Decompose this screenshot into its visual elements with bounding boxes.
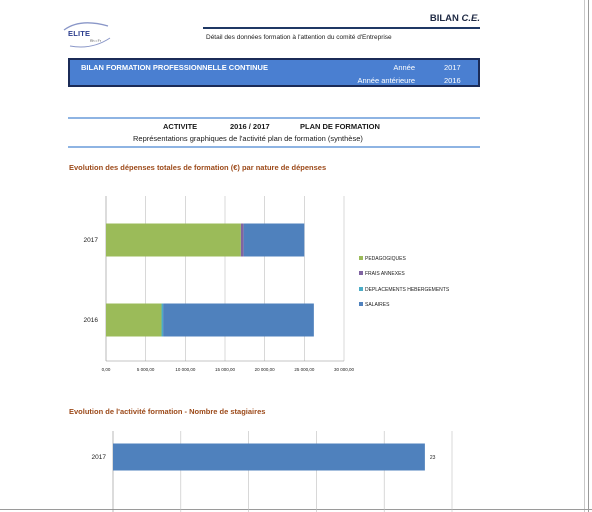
expenses-legend-label: PEDAGOGIQUES [365,256,407,262]
expenses-x-tick-label: 5 000,00 [137,367,155,372]
expenses-category-label: 2016 [84,317,99,324]
expenses-x-tick-label: 20 000,00 [255,367,276,372]
document-title-main: BILAN [429,13,459,24]
previous-year-value: 2016 [444,76,461,85]
banner-title: BILAN FORMATION PROFESSIONNELLE CONTINUE [81,63,268,72]
expenses-bar-segment [106,223,241,257]
trainees-chart-title: Evolution de l'activité formation - Nomb… [69,407,266,416]
logo-swoosh-icon [63,22,111,48]
expenses-x-tick-label: 15 000,00 [215,367,236,372]
expenses-legend-swatch [359,271,363,275]
expenses-bar-segment [240,223,244,257]
activity-subtitle: Représentations graphiques de l'activité… [133,134,363,143]
activity-rule-bottom [68,146,480,148]
activity-years: 2016 / 2017 [230,122,270,131]
trainees-data-label: 23 [430,455,436,461]
expenses-x-tick-label: 0,00 [102,367,111,372]
expenses-x-tick-label: 30 000,00 [334,367,355,372]
page-bottom-edge [0,509,592,510]
expenses-bar-segment [243,223,305,257]
previous-year-label: Année antérieure [357,76,415,85]
activity-label: ACTIVITE [163,122,198,131]
document-title-abbrev: C.E. [461,13,480,24]
expenses-legend-swatch [359,302,363,306]
page-edge [584,0,585,512]
expenses-legend-swatch [359,256,363,260]
year-label: Année [393,63,415,72]
trainees-bar [113,443,425,471]
page-edge-shadow [588,0,589,512]
expenses-category-label: 2017 [84,237,99,244]
summary-banner: BILAN FORMATION PROFESSIONNELLE CONTINUE… [68,58,480,87]
expenses-x-tick-label: 10 000,00 [175,367,196,372]
logo-subtext: Rh • Fr [90,39,101,43]
header-rule [203,27,480,29]
document-title: BILAN C.E. [430,13,480,24]
activity-plan-label: PLAN DE FORMATION [300,122,380,131]
expenses-bar-segment [163,303,314,337]
expenses-bar-segment [106,303,162,337]
company-logo: ELITE Rh • Fr [60,20,120,48]
expenses-legend-label: SALAIRES [365,302,390,308]
expenses-legend-label: DEPLACEMENTS HEBERGEMENTS [365,287,450,293]
expenses-chart-title: Evolution des dépenses totales de format… [69,163,327,172]
trainees-category-label: 2017 [92,454,107,461]
expenses-legend-swatch [359,287,363,291]
year-value: 2017 [444,63,461,72]
activity-rule-top [68,117,480,119]
logo-text: ELITE [68,29,91,38]
expenses-legend-label: FRAIS ANNEXES [365,271,405,277]
expenses-x-tick-label: 25 000,00 [294,367,315,372]
document-subtitle: Détail des données formation à l'attenti… [206,34,392,41]
expenses-bar-segment [161,303,164,337]
